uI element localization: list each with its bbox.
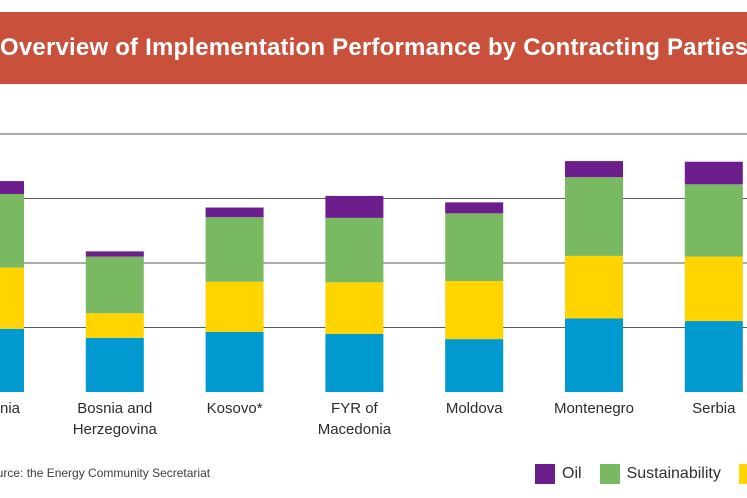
title-banner: Overview of Implementation Performance b… [0, 12, 747, 84]
bar-segment-yellow [445, 281, 504, 340]
bar-segment-yellow [0, 267, 24, 329]
bar-segment-yellow [85, 313, 144, 338]
category-label: Montenegro [554, 400, 634, 417]
bar-segment-sustainability [445, 213, 504, 282]
bar-segment-yellow [205, 281, 264, 333]
bar-segment-sustainability [684, 184, 743, 257]
bar-segment-blue [0, 328, 24, 392]
category-label: Serbia [692, 400, 736, 417]
bar-segment-blue [85, 337, 144, 392]
category-label: Moldova [446, 400, 503, 417]
bar-segment-blue [445, 339, 504, 392]
legend-label-oil: Oil [562, 465, 582, 482]
bar-segment-sustainability [325, 217, 384, 283]
bar-segment-sustainability [565, 177, 623, 256]
legend-item-sustainability: Sustainability [599, 464, 721, 484]
bar-segment-oil [85, 251, 144, 257]
source-note: Source: the Energy Community Secretariat [0, 466, 211, 480]
bar-segment-oil [205, 207, 264, 218]
legend-swatch-yellow [738, 464, 747, 484]
bar-segment-oil [684, 161, 743, 185]
bar-segment-oil [565, 161, 623, 178]
category-label: Kosovo* [207, 400, 263, 417]
category-label: FYR of Macedonia [318, 400, 392, 438]
chart-bars [0, 161, 743, 392]
bar-segment-yellow [325, 282, 384, 334]
bar-segment-sustainability [205, 217, 264, 282]
chart-title: Overview of Implementation Performance b… [0, 34, 747, 61]
bar-segment-sustainability [85, 256, 144, 314]
chart-legend: Oil Sustainability [535, 462, 747, 486]
bar-segment-oil [325, 195, 384, 218]
bar-segment-oil [0, 181, 24, 194]
category-label: Albania [0, 400, 21, 417]
bar-segment-blue [565, 318, 623, 392]
bar-segment-sustainability [0, 193, 24, 268]
bar-segment-blue [684, 321, 743, 392]
legend-swatch-oil [535, 464, 555, 484]
legend-label-sustainability: Sustainability [626, 465, 721, 482]
legend-swatch-sustainability [599, 464, 620, 484]
bar-segment-yellow [684, 256, 743, 322]
bar-segment-yellow [565, 255, 623, 319]
bar-segment-blue [205, 332, 264, 392]
legend-item-oil: Oil [535, 464, 582, 484]
category-label: Bosnia and Herzegovina [73, 400, 158, 438]
bar-segment-oil [445, 202, 504, 214]
legend-item-yellow [738, 464, 747, 484]
bar-segment-blue [325, 333, 384, 392]
